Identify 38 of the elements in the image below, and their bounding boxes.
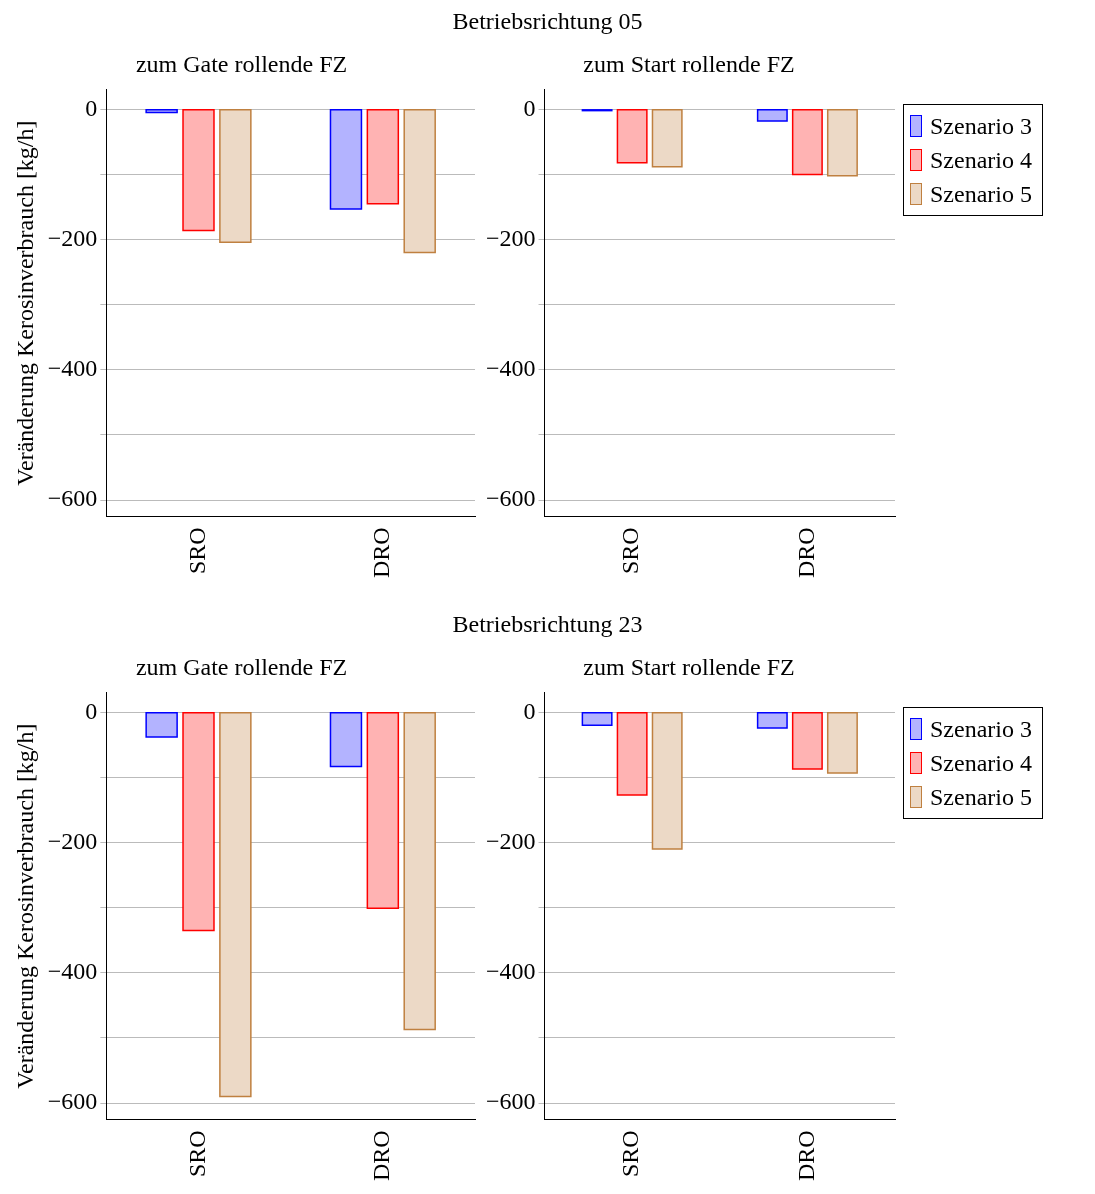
legend-label: Szenario 3 [930, 112, 1032, 141]
x-tick-label: DRO [368, 1130, 395, 1181]
x-tick-label: SRO [617, 527, 644, 575]
y-tick-label: −600 [47, 485, 98, 512]
chart-title: zum Gate rollende FZ [135, 50, 348, 77]
x-tick-label: DRO [792, 1130, 819, 1181]
y-tick-label: −200 [485, 224, 536, 251]
y-tick-label: −200 [485, 827, 536, 854]
x-tick-label: DRO [792, 527, 819, 578]
x-tick-label: DRO [368, 527, 395, 578]
text: Betriebsrichtung 23 [451, 611, 644, 638]
x-tick-label: SRO [183, 527, 210, 575]
y-tick-label: −400 [485, 355, 536, 382]
y-tick-label: −400 [485, 958, 536, 985]
y-tick-label: −200 [47, 224, 98, 251]
chart-title: zum Gate rollende FZ [135, 653, 348, 680]
legend-label: Szenario 4 [930, 146, 1032, 175]
legend-label: Szenario 5 [930, 783, 1032, 812]
x-tick-label: SRO [183, 1130, 210, 1178]
y-tick-label: −400 [47, 958, 98, 985]
y-tick-label: −600 [485, 1088, 536, 1115]
y-tick-label: 0 [85, 697, 98, 724]
y-axis-title: Veränderung Kerosinverbrauch [kg/h] [11, 120, 38, 486]
legend-label: Szenario 5 [930, 180, 1032, 209]
y-tick-label: 0 [523, 94, 536, 121]
y-tick-label: 0 [85, 94, 98, 121]
chart-title: zum Start rollende FZ [583, 50, 795, 77]
y-axis-title: Veränderung Kerosinverbrauch [kg/h] [11, 723, 38, 1089]
text: Betriebsrichtung 05 [451, 8, 644, 35]
y-tick-label: −600 [47, 1088, 98, 1115]
x-tick-label: SRO [617, 1130, 644, 1178]
chart-title: zum Start rollende FZ [583, 653, 795, 680]
y-tick-label: −200 [47, 827, 98, 854]
legend-label: Szenario 4 [930, 749, 1032, 778]
y-tick-label: 0 [523, 697, 536, 724]
y-tick-label: −600 [485, 485, 536, 512]
y-tick-label: −400 [47, 355, 98, 382]
legend-label: Szenario 3 [930, 715, 1032, 744]
